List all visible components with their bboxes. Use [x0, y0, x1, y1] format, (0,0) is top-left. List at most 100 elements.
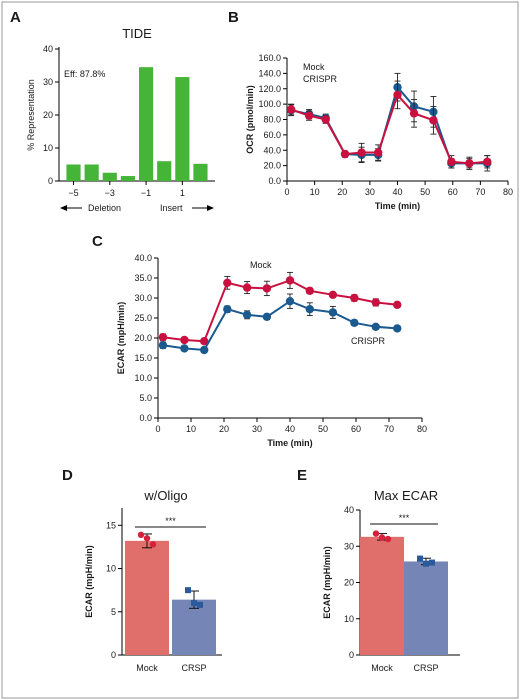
- panel-b-point-mock: [447, 157, 456, 166]
- panel-d-bar-crsp: [172, 599, 216, 655]
- panel-c-point-mock: [328, 290, 338, 299]
- panel-c-point-mock: [285, 276, 295, 285]
- panel-b-y-tick-label: 80.0: [263, 115, 281, 125]
- panel-c-point-crispr: [328, 308, 338, 317]
- panel-c-y-tick-label: 5.0: [139, 393, 152, 403]
- panel-b-point-mock: [340, 149, 350, 159]
- panel-e-point-crsp: [429, 559, 435, 566]
- panel-b-y-tick-label: 60.0: [263, 130, 281, 140]
- panel-b: 0.0 20.0 40.0 60.0 80.0 100.0 120.0 140.0 160.0 0…: [245, 53, 513, 211]
- panel-label-b: B: [228, 9, 239, 26]
- panel-c-point-crispr: [200, 345, 209, 355]
- panel-d-y-tick-label: 10: [106, 564, 116, 574]
- panel-c-x-tick-label: 40: [285, 424, 295, 434]
- panel-e-point-mock: [384, 535, 392, 543]
- panel-c-x-axis-label: Time (min): [267, 438, 312, 448]
- a-x-tick-label: −3: [105, 188, 115, 198]
- panel-b-y-tick-label: 160.0: [258, 53, 281, 63]
- panel-b-y-tick-label: 0.0: [268, 176, 281, 186]
- panel-e-point-crsp: [417, 555, 423, 562]
- panel-c-y-tick-label: 10.0: [134, 373, 152, 383]
- panel-c-x-tick-label: 20: [219, 424, 229, 434]
- panel-c-x-tick-label: 30: [252, 424, 262, 434]
- panel-b-point-mock: [286, 105, 296, 114]
- panel-c-point-mock: [223, 278, 232, 287]
- panel-d-y-tick-label: 15: [106, 520, 116, 530]
- a-bar-1: [175, 77, 190, 181]
- panel-d-point-mock: [143, 535, 151, 542]
- panel-c-y-tick-label: 0.0: [139, 413, 152, 423]
- panel-b-point-mock: [429, 116, 438, 125]
- panel-e-y-axis-label: ECAR (mpH/min): [322, 546, 332, 619]
- panel-b-y-tick-label: 20.0: [263, 161, 281, 171]
- panel-e-significance: ***: [399, 513, 410, 523]
- panel-c-y-tick-label: 25.0: [134, 313, 152, 323]
- panel-e-point-mock: [372, 530, 380, 537]
- panel-c-y-tick-label: 15.0: [134, 353, 152, 363]
- efficiency-annotation: Eff: 87.8%: [64, 69, 105, 79]
- deletion-label: Deletion: [88, 203, 121, 213]
- panel-c-point-mock: [371, 298, 380, 307]
- panel-c-x-tick-label: 10: [186, 424, 196, 434]
- panel-label-e: E: [297, 467, 307, 484]
- panel-e-bar-mock: [360, 536, 404, 655]
- a-y-axis-label: % Representation: [26, 79, 36, 151]
- panel-c-x-tick-label: 50: [318, 424, 328, 434]
- panel-b-point-mock: [483, 157, 492, 166]
- panel-c: 0.0 5.0 10.0 15.0 20.0 25.0 30.0 35.0 40.0 0 10 20 3…: [116, 253, 427, 448]
- panel-c-y-tick-label: 20.0: [134, 333, 152, 343]
- a-x-tick-label: −1: [141, 188, 151, 198]
- panel-d-y-tick-label: 5: [111, 607, 116, 617]
- panel-c-y-tick-label: 30.0: [134, 293, 152, 303]
- panel-e-y-tick-label: 10: [344, 614, 354, 624]
- panel-c-point-mock: [393, 300, 402, 309]
- panel-c-point-crispr: [158, 341, 168, 350]
- a-bar--2: [120, 176, 136, 181]
- a-x-tick-label: −5: [68, 188, 78, 198]
- panel-e: Max ECAR 0 10 20 30 40 ECAR (mpH/min) Mock CRSP *…: [322, 488, 460, 673]
- panel-label-c: C: [92, 233, 103, 250]
- deletion-arrowhead: [60, 205, 67, 211]
- panel-d-point-crsp: [185, 587, 191, 594]
- panel-c-point-mock: [350, 293, 359, 303]
- insert-arrowhead: [207, 205, 214, 211]
- panel-c-point-crispr: [242, 310, 252, 319]
- panel-c-x-tick-label: 70: [384, 424, 394, 434]
- panel-b-point-mock: [304, 111, 314, 120]
- panel-b-legend-mock: Mock: [303, 62, 325, 72]
- a-bar--4: [84, 164, 99, 181]
- panel-c-x-tick-label: 60: [351, 424, 361, 434]
- panel-b-y-axis-label: OCR (pmol/min): [245, 85, 255, 154]
- panel-b-x-tick-label: 80: [503, 187, 513, 197]
- panel-d-y-axis-label: ECAR (mpH/min): [84, 545, 94, 618]
- panel-d-point-crsp: [197, 601, 203, 608]
- panel-b-y-tick-label: 140.0: [258, 68, 281, 78]
- panel-e-point-crsp: [423, 560, 429, 567]
- insert-label: Insert: [160, 203, 183, 213]
- panel-c-point-mock: [158, 333, 168, 342]
- panel-b-y-tick-label: 100.0: [258, 99, 281, 109]
- panel-d-significance: ***: [165, 516, 176, 526]
- panel-c-point-crispr: [180, 344, 189, 353]
- panel-b-x-tick-label: 30: [365, 187, 375, 197]
- panel-b-point-mock: [373, 148, 383, 157]
- panel-e-bar-crsp: [404, 561, 448, 655]
- a-bar--1: [138, 67, 154, 181]
- panel-c-point-mock: [305, 286, 314, 295]
- a-x-tick-label: 1: [180, 188, 185, 198]
- panel-d-x-label-mock: Mock: [136, 663, 158, 673]
- panel-c-point-mock: [180, 335, 189, 345]
- panel-d-point-mock: [137, 531, 145, 539]
- panel-b-x-tick-label: 70: [475, 187, 485, 197]
- panel-b-x-tick-label: 10: [310, 187, 320, 197]
- panel-b-point-mock: [465, 159, 474, 168]
- panel-c-legend-mock: Mock: [250, 260, 272, 270]
- panel-b-x-axis-label: Time (min): [375, 201, 420, 211]
- a-y-tick-label: 20: [43, 110, 53, 120]
- a-bar-0: [157, 161, 172, 181]
- panel-d-point-crsp: [191, 600, 197, 607]
- panel-e-y-tick-label: 30: [344, 541, 354, 551]
